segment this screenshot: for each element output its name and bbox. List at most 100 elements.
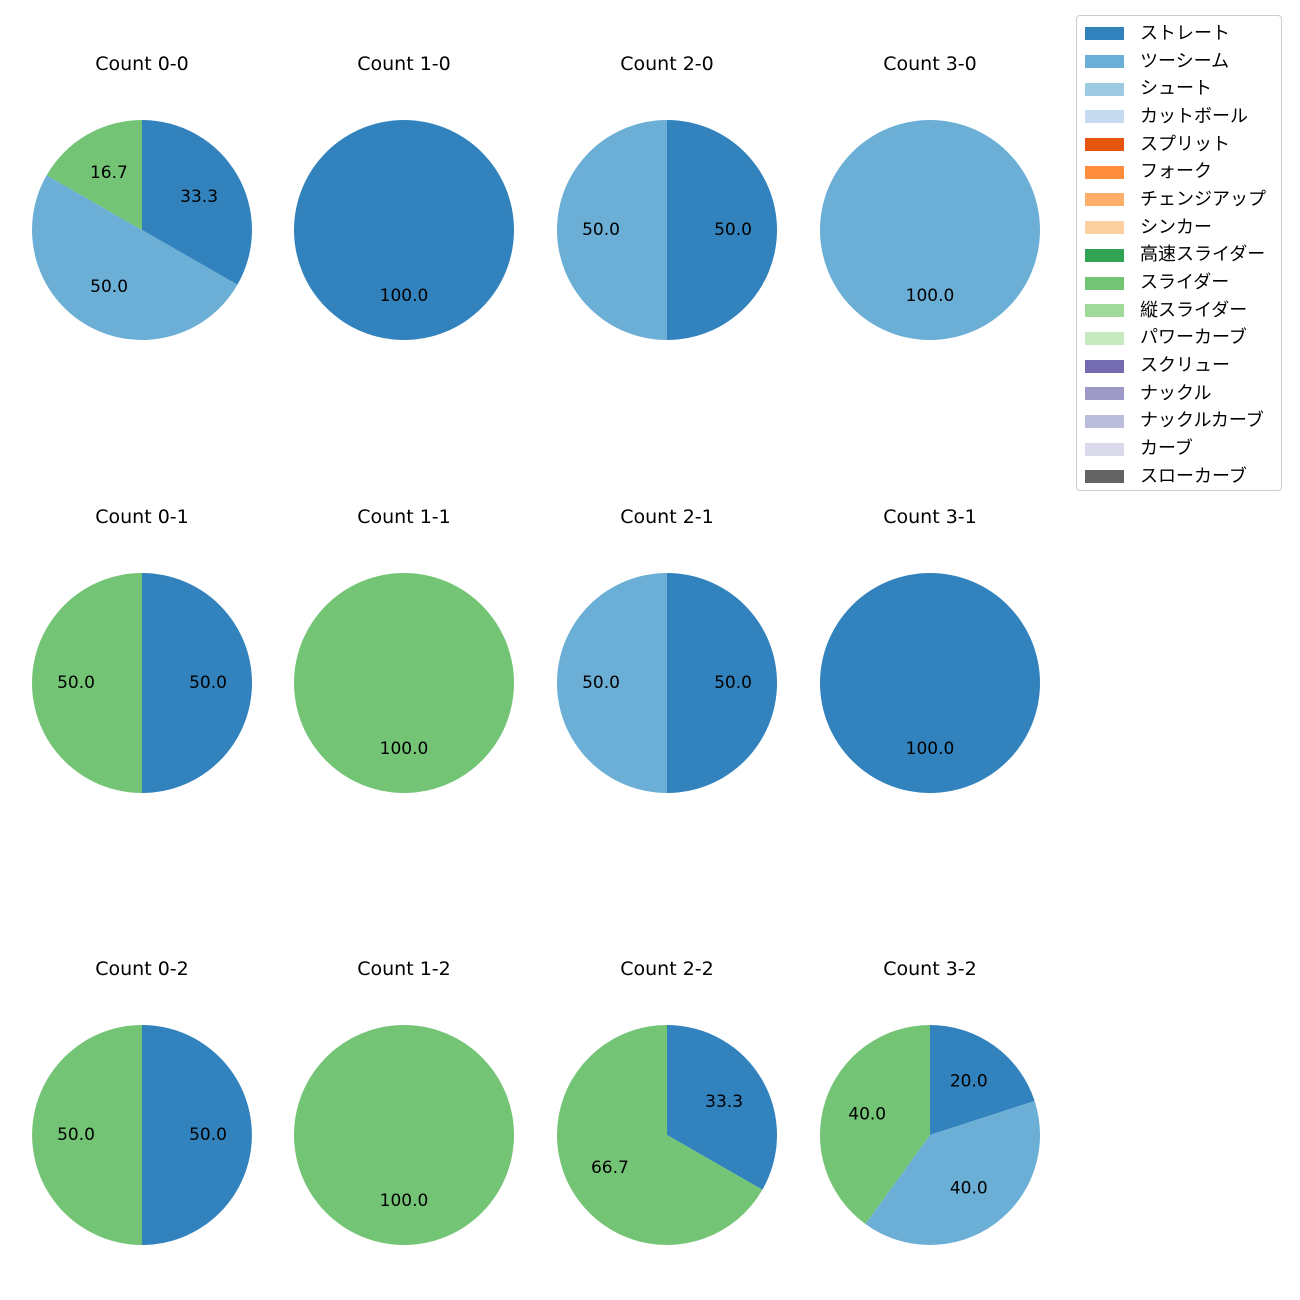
pie-count-1-1: Count 1-1 100.0 <box>294 506 514 793</box>
legend-label: カーブ <box>1140 438 1193 460</box>
legend-label: スプリット <box>1140 133 1230 155</box>
legend-label: シュート <box>1140 78 1212 100</box>
legend-swatch <box>1085 387 1124 401</box>
pie-title: Count 3-2 <box>883 958 977 980</box>
legend-swatch <box>1085 359 1124 373</box>
slice-label: 50.0 <box>582 673 620 693</box>
pie-slice <box>32 573 142 793</box>
slice-label: 50.0 <box>57 673 95 693</box>
legend-item: カットボール <box>1085 103 1281 131</box>
pie-slice <box>142 120 253 285</box>
slice-label: 50.0 <box>714 673 752 693</box>
slice-label: 50.0 <box>714 220 752 240</box>
pie-slice <box>820 573 1040 793</box>
legend-label: 縦スライダー <box>1140 299 1248 321</box>
pie-slice <box>819 1025 930 1224</box>
pie-slice <box>667 573 777 793</box>
legend-item: チェンジアップ <box>1085 186 1281 214</box>
legend-item: ストレート <box>1085 20 1281 48</box>
slice-label: 50.0 <box>189 673 227 693</box>
pie-title: Count 0-0 <box>95 53 189 75</box>
legend-item: 高速スライダー <box>1085 242 1281 270</box>
pie-title: Count 2-1 <box>620 506 714 528</box>
slice-label: 100.0 <box>906 286 955 306</box>
pie-title: Count 1-1 <box>357 506 451 528</box>
legend-swatch <box>1085 110 1124 124</box>
legend-label: シンカー <box>1140 216 1212 238</box>
slice-label: 100.0 <box>906 739 955 759</box>
pie-count-0-0: Count 0-0 33.3 50.0 16.7 <box>32 53 253 340</box>
slice-label: 50.0 <box>582 220 620 240</box>
slice-label: 33.3 <box>705 1092 743 1112</box>
legend-swatch <box>1085 27 1124 41</box>
legend-item: シンカー <box>1085 214 1281 242</box>
pie-slice <box>142 1025 252 1245</box>
pie-count-2-0: Count 2-0 50.0 50.0 <box>557 53 777 340</box>
legend-swatch <box>1085 414 1124 428</box>
pie-slice <box>557 1025 763 1245</box>
legend-label: カットボール <box>1140 105 1248 127</box>
legend-swatch <box>1085 165 1124 179</box>
pie-slice <box>820 120 1040 340</box>
legend-label: スライダー <box>1140 272 1230 294</box>
pie-slice <box>557 120 667 340</box>
slice-label: 100.0 <box>380 1191 429 1211</box>
legend-swatch <box>1085 470 1124 484</box>
legend-item: フォーク <box>1085 158 1281 186</box>
pie-slice <box>46 120 143 230</box>
slice-label: 100.0 <box>380 739 429 759</box>
pie-count-2-2: Count 2-2 33.3 66.7 <box>557 958 778 1245</box>
legend-label: スクリュー <box>1140 355 1230 377</box>
slice-label: 50.0 <box>90 277 128 297</box>
legend-swatch <box>1085 248 1124 262</box>
legend-item: スライダー <box>1085 269 1281 297</box>
pie-title: Count 3-1 <box>883 506 977 528</box>
legend-item: スクリュー <box>1085 352 1281 380</box>
pie-slice <box>557 573 667 793</box>
pie-count-0-1: Count 0-1 50.0 50.0 <box>32 506 252 793</box>
legend-item: パワーカーブ <box>1085 325 1281 353</box>
pie-title: Count 0-1 <box>95 506 189 528</box>
legend-item: 縦スライダー <box>1085 297 1281 325</box>
legend-item: スローカーブ <box>1085 463 1281 491</box>
legend-label: パワーカーブ <box>1140 327 1247 349</box>
legend-item: ツーシーム <box>1085 48 1281 76</box>
legend-label: ストレート <box>1140 22 1230 44</box>
legend-item: カーブ <box>1085 435 1281 463</box>
pie-title: Count 1-2 <box>357 958 451 980</box>
legend-swatch <box>1085 221 1124 235</box>
pie-count-3-2: Count 3-2 20.0 40.0 40.0 <box>819 958 1041 1246</box>
pie-count-3-1: Count 3-1 100.0 <box>820 506 1040 793</box>
pie-title: Count 3-0 <box>883 53 977 75</box>
pie-count-1-2: Count 1-2 100.0 <box>294 958 514 1245</box>
slice-label: 50.0 <box>189 1125 227 1145</box>
pie-slice <box>294 120 514 340</box>
pie-slice <box>865 1101 1041 1246</box>
legend-item: シュート <box>1085 75 1281 103</box>
pie-slice <box>667 120 777 340</box>
pie-count-1-0: Count 1-0 100.0 <box>294 53 514 340</box>
legend: ストレートツーシームシュートカットボール スプリットフォークチェンジアップ シンカー… <box>1076 15 1282 491</box>
legend-label: ナックル <box>1140 382 1212 404</box>
pie-slice <box>142 573 252 793</box>
legend-label: 高速スライダー <box>1140 244 1266 266</box>
pie-title: Count 2-2 <box>620 958 714 980</box>
pie-title: Count 0-2 <box>95 958 189 980</box>
pie-count-3-0: Count 3-0 100.0 <box>820 53 1040 340</box>
legend-swatch <box>1085 138 1124 152</box>
pie-title: Count 2-0 <box>620 53 714 75</box>
slice-label: 50.0 <box>57 1125 95 1145</box>
legend-label: ツーシーム <box>1140 50 1230 72</box>
slice-label: 100.0 <box>380 286 429 306</box>
pie-slice <box>32 1025 142 1245</box>
pie-slice <box>294 1025 514 1245</box>
legend-swatch <box>1085 331 1124 345</box>
legend-label: スローカーブ <box>1140 465 1247 487</box>
legend-item: スプリット <box>1085 131 1281 159</box>
legend-label: フォーク <box>1140 161 1212 183</box>
legend-item: ナックル <box>1085 380 1281 408</box>
legend-swatch <box>1085 193 1124 207</box>
legend-label: ナックルカーブ <box>1140 410 1264 432</box>
legend-swatch <box>1085 442 1124 456</box>
legend-swatch <box>1085 55 1124 69</box>
